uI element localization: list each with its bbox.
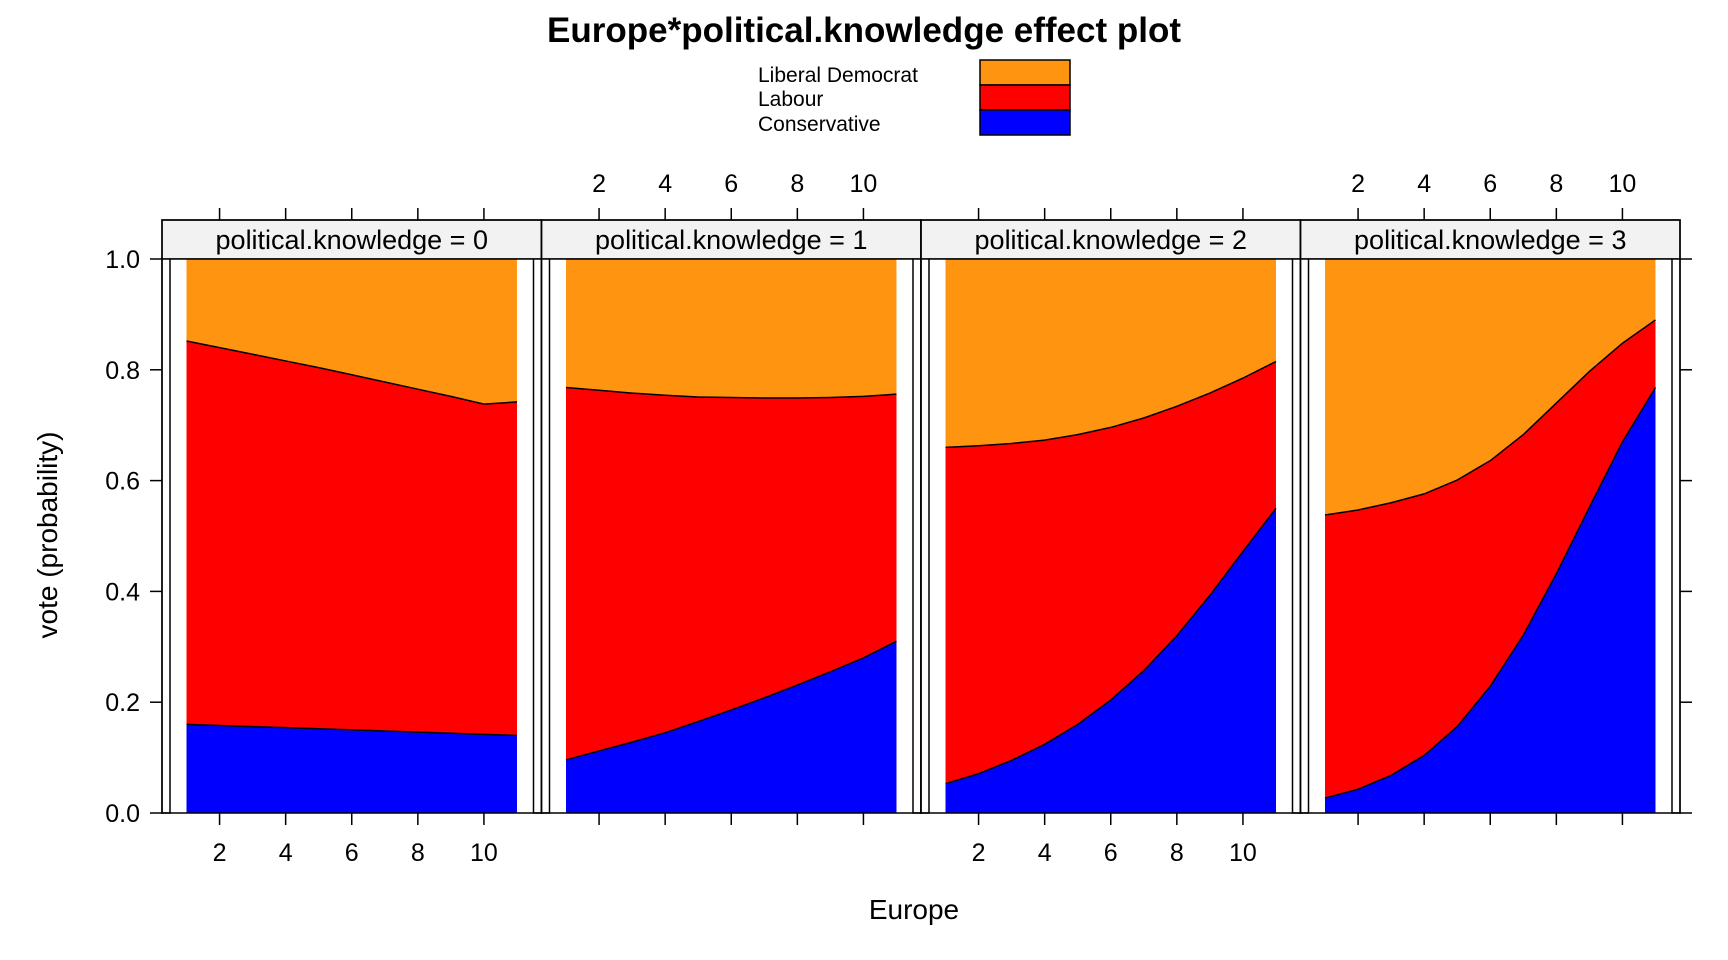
area-labour-panel-0	[186, 340, 517, 813]
strip-0	[161, 219, 543, 260]
legend-label-conservative: Conservative	[758, 113, 881, 136]
area-conservative-panel-2	[945, 508, 1276, 813]
x-tick-label-panel-2: 2	[972, 839, 986, 867]
panel-1: political.knowledge = 1 2 4 6 8 10	[540, 170, 922, 825]
rail-left-1	[540, 258, 551, 814]
strip-label-2: political.knowledge = 2	[975, 225, 1247, 255]
x-tick-label-panel-2: 10	[1229, 839, 1257, 867]
x-tick-label-panel-1: 2	[592, 170, 606, 198]
line-conservative-panel-2	[945, 507, 1277, 785]
y-tick-label: 0.0	[105, 800, 140, 828]
y-tick-label: 0.4	[105, 578, 140, 606]
panel-3: political.knowledge = 3 2 4 6 8 10	[1299, 170, 1681, 825]
area-conservative-panel-3	[1325, 387, 1656, 813]
legend-swatch-labour	[979, 84, 1071, 111]
panels: political.knowledge = 02 4 6 8 10political.k…	[161, 170, 1681, 867]
panel-2: political.knowledge = 2 2 4 6 8 10	[920, 208, 1302, 867]
panel-0: political.knowledge = 0 2 4 6 8 10	[161, 208, 543, 867]
x-tick-label-panel-3: 6	[1483, 170, 1497, 198]
strip-2	[920, 219, 1302, 260]
line-labour-panel-2	[945, 360, 1277, 449]
line-labour-panel-3	[1324, 319, 1656, 516]
x-tick-label-panel-1: 10	[850, 170, 878, 198]
rail-right-0	[532, 258, 543, 814]
x-tick-label-panel-1: 8	[790, 170, 804, 198]
x-tick-label-panel-0: 6	[345, 839, 359, 867]
x-tick-label-panel-0: 4	[279, 839, 293, 867]
strip-label-0: political.knowledge = 0	[216, 225, 488, 255]
legend-label-labour: Labour	[758, 88, 823, 111]
y-axis-label: vote (probability)	[32, 432, 63, 639]
x-tick-label-panel-3: 2	[1351, 170, 1365, 198]
x-tick-label-panel-1: 4	[658, 170, 672, 198]
y-tick-label: 0.2	[105, 689, 140, 717]
strip-3	[1299, 219, 1681, 260]
legend-label-liberal-democrat: Liberal Democrat	[758, 64, 918, 87]
strip-label-1: political.knowledge = 1	[595, 225, 867, 255]
legend-swatch-liberal-democrat	[979, 59, 1071, 86]
line-conservative-panel-1	[565, 640, 897, 761]
x-tick-label-panel-2: 4	[1038, 839, 1052, 867]
x-tick-label-panel-1: 6	[724, 170, 738, 198]
area-conservative-panel-1	[566, 641, 897, 813]
x-tick-label-panel-2: 8	[1170, 839, 1184, 867]
rail-left-3	[1299, 258, 1310, 814]
chart-title: Europe*political.knowledge effect plot	[547, 11, 1181, 50]
line-conservative-panel-3	[1324, 387, 1657, 799]
strip-label-3: political.knowledge = 3	[1354, 225, 1626, 255]
rail-right-3	[1671, 258, 1681, 814]
rail-right-1	[912, 258, 922, 814]
y-tick-label: 0.6	[105, 468, 140, 496]
x-tick-label-panel-0: 10	[470, 839, 498, 867]
legend-swatch-conservative	[979, 109, 1071, 136]
area-conservative-panel-0	[186, 724, 517, 813]
x-tick-label-panel-2: 6	[1104, 839, 1118, 867]
rail-right-2	[1291, 258, 1302, 814]
x-tick-label-panel-0: 2	[213, 839, 227, 867]
legend: Liberal Democrat Labour Conservative	[758, 59, 1071, 136]
y-tick-label: 0.8	[105, 357, 140, 385]
rail-left-2	[920, 258, 930, 814]
y-axis: 0.0 0.2 0.4 0.6 0.8 1.0	[105, 246, 1692, 828]
line-conservative-panel-0	[186, 723, 518, 737]
x-tick-label-panel-3: 8	[1549, 170, 1563, 198]
rail-left-0	[161, 258, 171, 814]
x-tick-label-panel-3: 4	[1417, 170, 1431, 198]
x-tick-label-panel-0: 8	[411, 839, 425, 867]
x-tick-label-panel-3: 10	[1609, 170, 1637, 198]
x-axis-label: Europe	[869, 894, 959, 925]
y-tick-label: 1.0	[105, 246, 140, 274]
line-labour-panel-0	[186, 340, 518, 405]
line-labour-panel-1	[565, 386, 897, 399]
